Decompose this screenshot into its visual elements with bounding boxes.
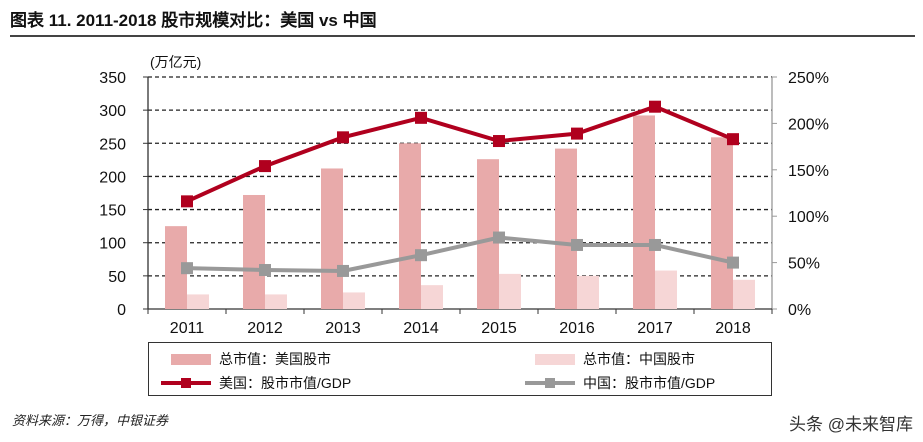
y-tick-label: 100	[99, 236, 126, 253]
line-china	[186, 235, 734, 273]
point-china	[181, 262, 193, 275]
y2-tick-label: 50%	[788, 256, 820, 273]
x-tick-label: 2017	[637, 320, 673, 337]
bar-us	[399, 143, 421, 309]
line-us	[186, 104, 734, 204]
point-china	[337, 264, 349, 277]
legend-item-us-cap: 总市值：美国股市	[171, 349, 331, 369]
chart: 0 50 100 150 200 250 300 350 0% 50% 100% 150% 200% 25…	[99, 70, 829, 337]
legend-label: 美国：股市市值/GDP	[219, 375, 352, 391]
point-us	[337, 131, 349, 144]
x-tick-label: 2013	[325, 320, 361, 337]
y2-tick-label: 0%	[788, 302, 811, 319]
point-us	[259, 160, 271, 173]
bar-china	[499, 273, 521, 309]
bar-us	[321, 168, 343, 309]
title-divider	[10, 35, 915, 37]
legend-label: 总市值：美国股市	[219, 351, 331, 367]
legend-swatch	[535, 353, 575, 365]
point-china	[727, 256, 739, 269]
watermark: 头条 @未来智库	[789, 415, 913, 434]
bar-us	[633, 115, 655, 310]
bar-us	[243, 194, 265, 309]
y-axis-label: (万亿元)	[150, 54, 202, 70]
bar-china	[733, 279, 755, 309]
point-us	[415, 111, 427, 124]
y-tick-label: 0	[117, 302, 126, 319]
legend: 总市值：美国股市 总市值：中国股市 美国：股市市值/GDP 中国：股市市值/GD…	[148, 342, 772, 396]
x-tick-label: 2012	[247, 320, 283, 337]
bar-us	[555, 148, 577, 309]
y2-tick-label: 250%	[788, 70, 829, 87]
y-tick-label: 50	[108, 269, 126, 286]
bar-china	[577, 275, 599, 309]
point-china	[415, 249, 427, 262]
y-tick-label: 150	[99, 203, 126, 220]
y-tick-label: 250	[99, 136, 126, 153]
point-china	[649, 238, 661, 251]
bar-us	[165, 226, 187, 309]
y2-tick-label: 100%	[788, 209, 829, 226]
chart-title: 图表 11. 2011-2018 股市规模对比：美国 vs 中国	[10, 11, 377, 30]
bar-china	[421, 285, 443, 309]
bar-us	[711, 137, 733, 309]
legend-item-us-ratio: 美国：股市市值/GDP	[161, 373, 351, 393]
y-tick-label: 200	[99, 169, 126, 186]
point-us	[493, 135, 505, 148]
bar-china	[655, 270, 677, 309]
x-tick-label: 2011	[170, 320, 205, 337]
bar-china	[343, 292, 365, 309]
x-tick-label: 2016	[559, 320, 595, 337]
x-tick-label: 2014	[403, 320, 439, 337]
point-china	[493, 231, 505, 244]
y-tick-label: 350	[99, 70, 126, 87]
point-china	[571, 238, 583, 251]
point-us	[181, 195, 193, 208]
point-us	[571, 127, 583, 140]
y2-tick-label: 150%	[788, 163, 829, 180]
y2-tick-label: 200%	[788, 116, 829, 133]
point-china	[259, 264, 271, 277]
bar-china	[265, 294, 287, 309]
legend-label: 中国：股市市值/GDP	[583, 375, 716, 391]
legend-swatch	[525, 378, 575, 388]
point-us	[649, 100, 661, 113]
legend-item-cn-ratio: 中国：股市市值/GDP	[525, 373, 715, 393]
bar-us	[477, 159, 499, 309]
point-us	[727, 133, 739, 146]
y-tick-label: 300	[99, 103, 126, 120]
bar-china	[187, 294, 209, 309]
legend-item-cn-cap: 总市值：中国股市	[535, 349, 695, 369]
legend-swatch	[161, 378, 211, 388]
x-tick-label: 2015	[481, 320, 517, 337]
legend-swatch	[171, 353, 211, 365]
legend-label: 总市值：中国股市	[583, 351, 695, 367]
x-tick-label: 2018	[715, 320, 751, 337]
source-note: 资料来源：万得，中银证券	[12, 413, 169, 428]
